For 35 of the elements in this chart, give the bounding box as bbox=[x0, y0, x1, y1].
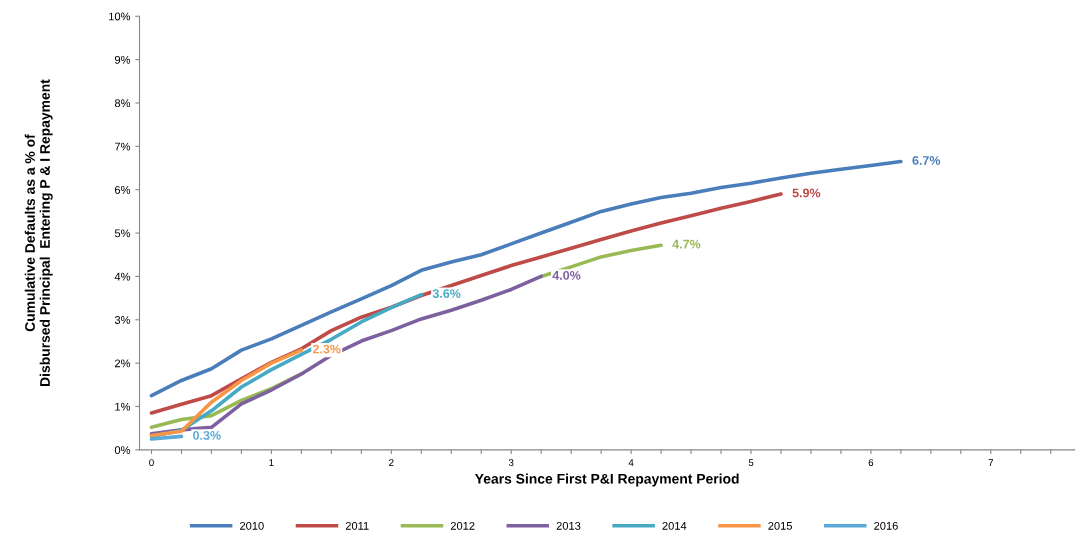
x-tick-label: 3 bbox=[508, 459, 514, 467]
y-tick-label: 7% bbox=[115, 142, 131, 151]
y-tick-label: 8% bbox=[114, 99, 131, 108]
legend-label: 2016 bbox=[874, 521, 898, 530]
y-tick-label: 6% bbox=[115, 185, 131, 194]
data-label: 2.3% bbox=[312, 344, 341, 354]
data-label: 3.6% bbox=[432, 289, 461, 298]
y-tick-label: 9% bbox=[114, 55, 131, 64]
x-tick-label: 4 bbox=[628, 459, 634, 466]
legend-label: 2015 bbox=[768, 521, 793, 530]
y-tick-label: 5% bbox=[114, 229, 131, 238]
legend-label: 2011 bbox=[345, 521, 369, 530]
x-axis-title: Years Since First P&I Repayment Period bbox=[474, 473, 739, 487]
legend-label: 2010 bbox=[240, 521, 264, 530]
x-tick-label: 6 bbox=[868, 459, 874, 467]
x-tick-label: 0 bbox=[149, 459, 154, 467]
data-label: 6.7% bbox=[912, 156, 941, 165]
y-tick-label: 1% bbox=[115, 402, 131, 411]
legend-label: 2014 bbox=[662, 521, 687, 530]
y-tick-label: 10% bbox=[109, 12, 131, 21]
data-label: 4.0% bbox=[552, 270, 581, 280]
y-tick-label: 0% bbox=[114, 446, 131, 454]
y-axis-title: Cumulative Defaults as a % of Disbursed Principal Entering P & I Repayment bbox=[24, 79, 53, 386]
legend-label: 2012 bbox=[450, 521, 475, 530]
x-tick-label: 5 bbox=[748, 459, 754, 467]
data-label: 5.9% bbox=[792, 188, 821, 198]
y-tick-label: 3% bbox=[114, 316, 131, 324]
legend-label: 2013 bbox=[556, 521, 581, 530]
data-label: 0.3% bbox=[193, 430, 221, 440]
x-tick-label: 7 bbox=[988, 459, 994, 466]
y-tick-label: 2% bbox=[114, 359, 131, 368]
x-tick-label: 1 bbox=[269, 459, 274, 466]
y-tick-label: 4% bbox=[114, 272, 131, 281]
x-tick-label: 2 bbox=[389, 459, 394, 466]
data-label: 4.7% bbox=[672, 239, 701, 249]
